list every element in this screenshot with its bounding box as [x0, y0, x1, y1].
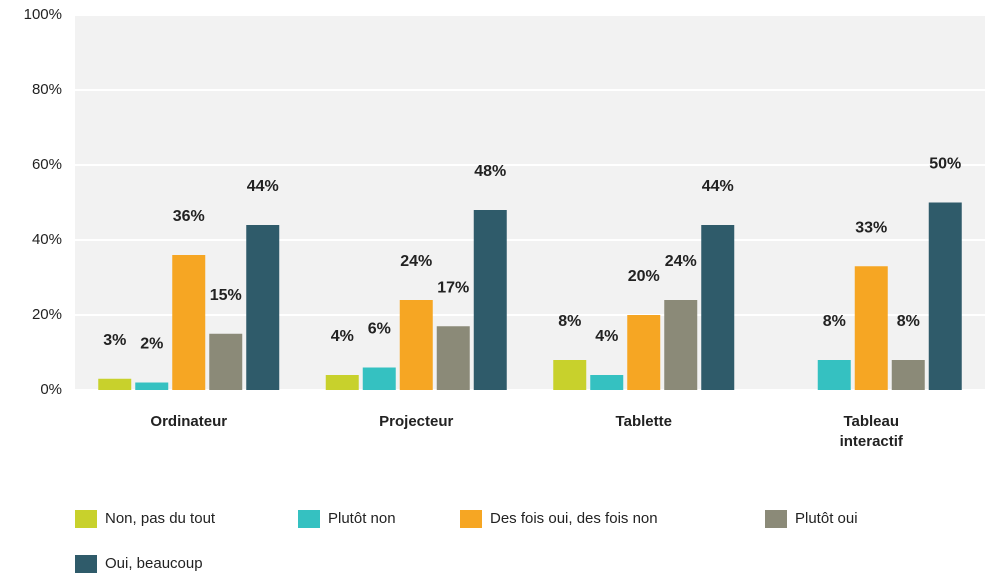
x-tick-label: Tablette — [616, 413, 672, 430]
bar — [701, 225, 735, 390]
value-label: 8% — [558, 313, 581, 330]
value-label: 20% — [628, 268, 660, 285]
value-label: 4% — [331, 328, 354, 345]
legend-swatch — [298, 510, 320, 528]
value-label: 8% — [897, 313, 920, 330]
legend-swatch — [75, 555, 97, 573]
y-tick-label: 100% — [24, 6, 62, 23]
value-label: 24% — [665, 253, 697, 270]
value-label: 3% — [103, 332, 126, 349]
bar — [98, 378, 132, 390]
bar — [590, 375, 624, 390]
value-label: 8% — [823, 313, 846, 330]
value-label: 2% — [140, 336, 163, 353]
plot-area — [75, 15, 985, 390]
value-label: 17% — [437, 279, 469, 296]
y-tick-label: 60% — [32, 156, 62, 173]
value-label: 44% — [247, 178, 279, 195]
legend-swatch — [460, 510, 482, 528]
value-label: 48% — [474, 163, 506, 180]
bar — [473, 210, 507, 390]
legend-label: Plutôt oui — [795, 510, 858, 527]
legend-swatch — [75, 510, 97, 528]
value-label: 44% — [702, 178, 734, 195]
value-label: 4% — [595, 328, 618, 345]
value-label: 15% — [210, 287, 242, 304]
bar — [325, 375, 359, 390]
bar — [362, 367, 396, 390]
value-label: 36% — [173, 208, 205, 225]
y-tick-label: 80% — [32, 81, 62, 98]
bar — [135, 382, 169, 390]
bar — [436, 326, 470, 390]
legend-label: Non, pas du tout — [105, 510, 216, 527]
bar — [928, 202, 962, 390]
bar — [627, 315, 661, 390]
legend-label: Plutôt non — [328, 510, 396, 527]
bar — [172, 255, 206, 390]
legend-label: Des fois oui, des fois non — [490, 510, 658, 527]
value-label: 24% — [400, 253, 432, 270]
bar — [209, 333, 243, 390]
y-tick-label: 20% — [32, 306, 62, 323]
x-tick-label: Projecteur — [379, 413, 453, 430]
y-tick-label: 40% — [32, 231, 62, 248]
legend-swatch — [765, 510, 787, 528]
value-label: 50% — [929, 156, 961, 173]
x-tick-label: Ordinateur — [150, 413, 227, 430]
bar — [246, 225, 280, 390]
value-label: 6% — [368, 321, 391, 338]
bar — [891, 360, 925, 390]
x-tick-label: Tableau interactif — [840, 413, 904, 450]
bar — [664, 300, 698, 390]
value-label: 33% — [855, 219, 887, 236]
bar — [817, 360, 851, 390]
bar — [399, 300, 433, 390]
bar — [854, 266, 888, 390]
legend-label: Oui, beaucoup — [105, 555, 203, 572]
y-tick-label: 0% — [40, 381, 62, 398]
bar — [553, 360, 587, 390]
